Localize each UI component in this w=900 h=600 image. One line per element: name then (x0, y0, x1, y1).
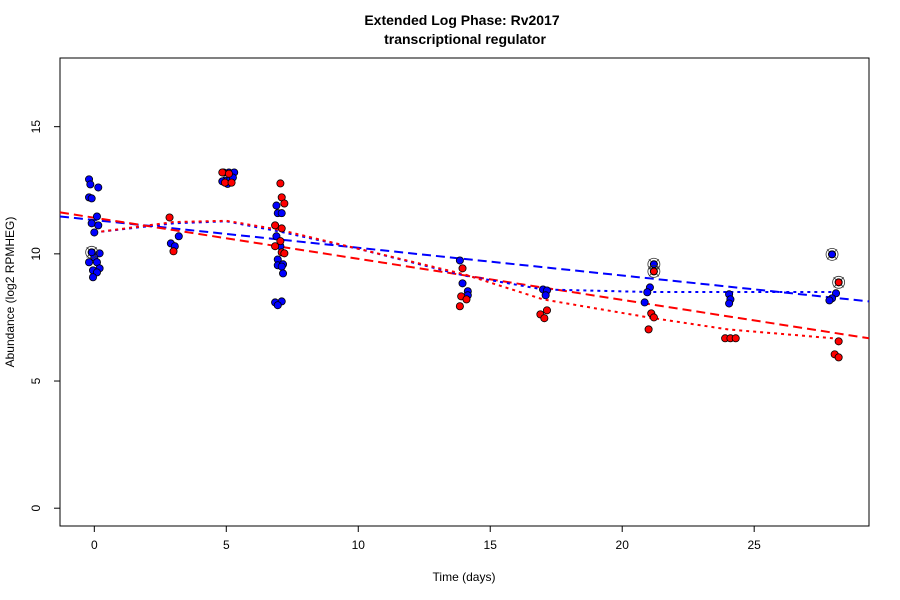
red-data-point (834, 353, 843, 362)
red-data-point (224, 169, 233, 178)
red-data-point (455, 302, 464, 311)
blue-data-point (87, 219, 96, 228)
blue-dashed-trend-line (59, 215, 870, 303)
highlighted-red-point (650, 267, 658, 276)
blue-data-point (86, 180, 95, 189)
red-data-point (542, 306, 551, 315)
red-data-point (220, 178, 229, 187)
blue-data-point (94, 221, 103, 230)
plot-frame (59, 57, 870, 527)
blue-data-point (541, 291, 550, 300)
highlighted-blue-point (87, 248, 96, 257)
blue-data-point (90, 228, 99, 237)
red-data-point (276, 237, 285, 246)
red-data-point (731, 334, 740, 343)
red-data-point (280, 249, 289, 258)
blue-data-point (87, 194, 96, 203)
highlight-ring (85, 245, 99, 259)
red-data-point (458, 264, 467, 273)
blue-data-point (458, 279, 467, 288)
blue-data-point (273, 301, 282, 310)
red-data-point (271, 242, 280, 251)
red-data-point (218, 168, 227, 177)
y-tick-label: 5 (29, 377, 43, 384)
highlight-ring (825, 247, 839, 261)
red-data-point (540, 314, 549, 323)
blue-data-point (94, 183, 103, 192)
blue-data-point (640, 298, 649, 307)
trend-lines (59, 211, 870, 340)
highlighted-red-point (834, 278, 843, 287)
blue-data-point (643, 288, 652, 297)
red-data-point (227, 178, 236, 187)
data-points (85, 168, 846, 362)
blue-data-point (725, 299, 734, 308)
red-data-point (276, 179, 285, 188)
highlighted-blue-point (650, 260, 658, 269)
x-tick-label: 10 (352, 538, 366, 552)
y-tick-label: 15 (29, 120, 43, 134)
red-data-point (644, 325, 653, 334)
x-axis: 0 5 10 15 20 25 (91, 526, 761, 552)
blue-data-point (85, 258, 94, 267)
x-tick-label: 5 (223, 538, 230, 552)
highlighted-blue-point (828, 250, 836, 259)
blue-data-point (272, 201, 281, 210)
y-tick-label: 10 (29, 247, 43, 261)
highlight-ring (832, 275, 846, 289)
y-tick-label: 0 (29, 505, 43, 512)
y-axis-label: Abundance (log2 RPMHEG) (3, 217, 17, 368)
red-data-point (280, 199, 289, 208)
blue-data-point (174, 232, 183, 241)
blue-data-point (88, 273, 97, 282)
x-tick-label: 20 (616, 538, 630, 552)
x-tick-label: 25 (748, 538, 762, 552)
highlight-ring (647, 264, 661, 278)
blue-data-point (279, 269, 288, 278)
red-data-point (649, 313, 658, 322)
x-tick-label: 0 (91, 538, 98, 552)
red-data-point (462, 295, 471, 304)
blue-data-point (92, 212, 101, 221)
chart-subtitle: transcriptional regulator (384, 31, 546, 47)
red-data-point (165, 213, 174, 222)
blue-data-point (455, 256, 464, 265)
y-axis: 0 5 10 15 (29, 120, 60, 512)
red-dotted-trend-line (94, 219, 834, 340)
red-data-point (271, 221, 280, 230)
x-tick-label: 15 (484, 538, 498, 552)
red-data-point (169, 247, 178, 256)
blue-data-point (277, 262, 286, 271)
blue-data-point (825, 296, 834, 305)
blue-data-point (277, 209, 286, 218)
red-data-point (277, 224, 286, 233)
red-data-point (834, 337, 843, 346)
x-axis-label: Time (days) (433, 570, 496, 584)
red-dashed-trend-line (59, 211, 870, 340)
chart-title: Extended Log Phase: Rv2017 (364, 12, 560, 28)
